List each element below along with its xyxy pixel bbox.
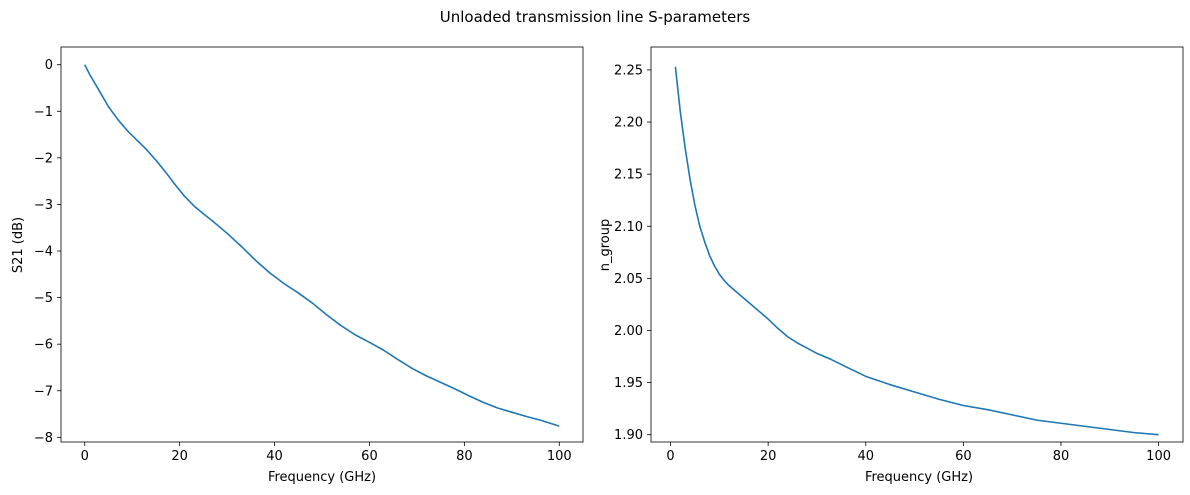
group-index-plot: Frequency (GHz) n_group 0 20 40 60 80 100 1.90…	[598, 46, 1184, 485]
ngroup-x-tick-label: 20	[760, 449, 777, 464]
s21-y-tick-label: −5	[34, 291, 53, 306]
ngroup-x-axis-label: Frequency (GHz)	[865, 470, 973, 485]
s21-y-tick-label: −6	[34, 338, 53, 353]
s21-y-tick-label: 0	[45, 58, 53, 73]
ngroup-axes-frame	[650, 46, 1184, 443]
s21-x-tick-label: 20	[171, 449, 188, 464]
s21-series-line	[84, 64, 560, 427]
s21-y-tick-label: −8	[34, 431, 53, 446]
s21-x-tick-label: 100	[547, 449, 572, 464]
ngroup-series-line	[674, 66, 1159, 436]
ngroup-y-tick-label: 2.00	[614, 324, 643, 339]
s21-y-tick-label: −3	[34, 198, 53, 213]
ngroup-y-tick-label: 1.90	[614, 428, 643, 443]
s21-x-tick-label: 0	[81, 449, 89, 464]
s21-axes-frame	[60, 46, 584, 443]
s21-x-axis-label: Frequency (GHz)	[268, 470, 376, 485]
ngroup-x-tick-label: 0	[666, 449, 674, 464]
s21-plot: Frequency (GHz) S21 (dB) 0 20 40 60 80 100 0 −1…	[11, 46, 584, 485]
ngroup-y-tick-label: 2.20	[614, 116, 643, 131]
ngroup-x-tick-label: 100	[1146, 449, 1171, 464]
ngroup-x-tick-label: 40	[857, 449, 874, 464]
ngroup-y-tick-label: 2.25	[614, 63, 643, 78]
s21-y-axis-label: S21 (dB)	[11, 217, 26, 273]
ngroup-y-tick-label: 2.10	[614, 220, 643, 235]
s21-y-tick-label: −4	[34, 245, 53, 260]
figure-title: Unloaded transmission line S-parameters	[440, 8, 751, 26]
s21-y-tick-label: −7	[34, 384, 53, 399]
s21-x-tick-label: 80	[456, 449, 473, 464]
s21-y-tick-label: −2	[34, 151, 53, 166]
s21-x-tick-label: 40	[266, 449, 283, 464]
ngroup-y-axis-label: n_group	[598, 219, 613, 272]
ngroup-y-tick-label: 2.05	[614, 272, 643, 287]
ngroup-y-tick-label: 2.15	[614, 168, 643, 183]
ngroup-y-tick-label: 1.95	[614, 376, 643, 391]
ngroup-x-tick-label: 60	[955, 449, 972, 464]
s21-y-tick-label: −1	[34, 105, 53, 120]
ngroup-x-tick-label: 80	[1053, 449, 1070, 464]
s21-x-tick-label: 60	[361, 449, 378, 464]
